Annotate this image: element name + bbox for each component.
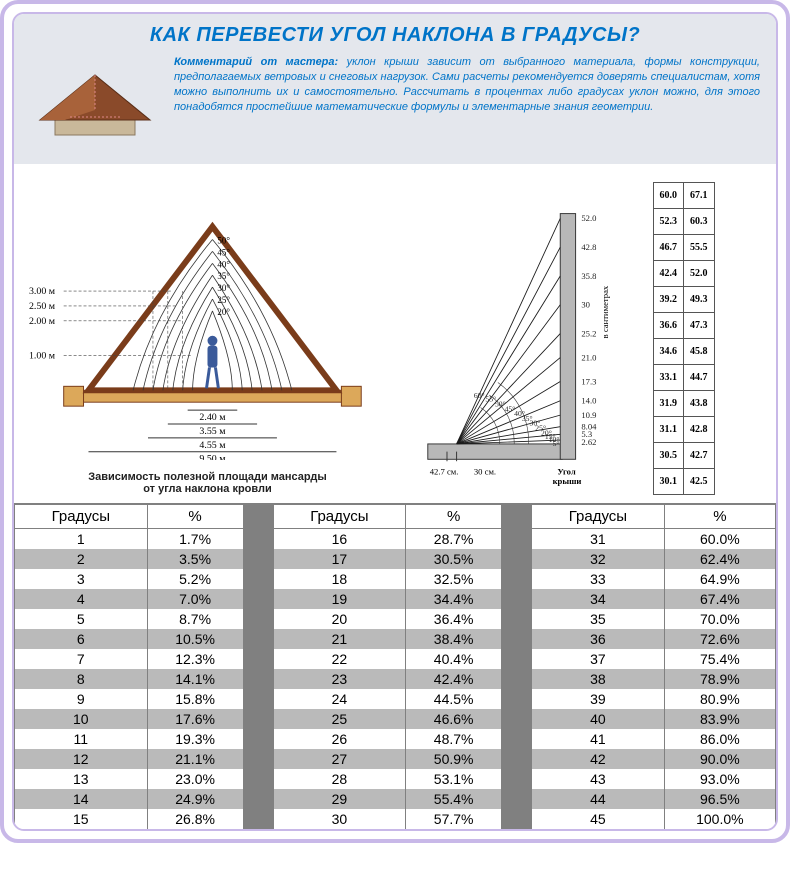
left-diagram: 50° 45° 40° 35° 30° 25° 20° 3.00 м 2.50 … [24,182,391,495]
svg-text:52.0: 52.0 [581,213,596,223]
svg-text:в сантиметрах: в сантиметрах [600,285,610,338]
svg-text:30°: 30° [217,283,230,293]
svg-text:25°: 25° [217,295,230,305]
svg-text:1.00 м: 1.00 м [29,351,56,362]
person-icon [207,336,219,389]
comment-row: Комментарий от мастера: уклон крыши зави… [30,55,760,145]
house-roof-icon [30,55,160,145]
svg-text:3.00 м: 3.00 м [29,286,56,297]
svg-text:10.9: 10.9 [581,410,596,420]
svg-text:25.2: 25.2 [581,328,596,338]
svg-text:40°: 40° [217,259,230,269]
table-row: 1017.6%2546.6%4083.9% [15,709,776,729]
svg-text:30 см.: 30 см. [474,467,496,477]
table-row: 1323.0%2853.1%4393.0% [15,769,776,789]
table-row: 11.7%1628.7%3160.0% [15,528,776,549]
svg-text:2.62: 2.62 [581,437,596,447]
master-comment: Комментарий от мастера: уклон крыши зави… [174,55,760,114]
left-diagram-caption: Зависимость полезной площади мансарды от… [24,471,391,495]
table-row: 915.8%2444.5%3980.9% [15,689,776,709]
svg-text:50°: 50° [217,235,230,245]
table-row: 1221.1%2750.9%4290.0% [15,749,776,769]
svg-text:9.50 м: 9.50 м [199,454,226,460]
svg-text:35°: 35° [217,271,230,281]
svg-text:14.0: 14.0 [581,396,596,406]
infographic-container: КАК ПЕРЕВЕСТИ УГОЛ НАКЛОНА В ГРАДУСЫ? Ко… [12,12,778,831]
right-diagram: 60°55°50° 45°40°35° 30°25°20° 15°10°5° 5… [399,182,766,495]
table-row: 58.7%2036.4%3570.0% [15,609,776,629]
svg-text:4.55 м: 4.55 м [199,440,226,451]
svg-text:17.3: 17.3 [581,376,596,386]
diagrams-row: 50° 45° 40° 35° 30° 25° 20° 3.00 м 2.50 … [14,164,776,503]
table-row: 1526.8%3057.7%45100.0% [15,809,776,829]
svg-text:2.50 м: 2.50 м [29,301,56,312]
svg-text:42.7 см.: 42.7 см. [430,467,459,477]
angle-fan-svg: 60°55°50° 45°40°35° 30°25°20° 15°10°5° 5… [399,182,649,495]
svg-text:2.00 м: 2.00 м [29,316,56,327]
side-conversion-table: 60.067.152.360.346.755.542.452.039.249.3… [653,182,715,495]
table-row: 23.5%1730.5%3262.4% [15,549,776,569]
table-row: 1119.3%2648.7%4186.0% [15,729,776,749]
svg-text:5°: 5° [553,439,560,448]
svg-text:3.55 м: 3.55 м [199,426,226,437]
page-title: КАК ПЕРЕВЕСТИ УГОЛ НАКЛОНА В ГРАДУСЫ? [30,24,760,47]
table-row: 610.5%2138.4%3672.6% [15,629,776,649]
comment-label: Комментарий от мастера: [174,56,338,68]
svg-text:35.8: 35.8 [581,271,596,281]
svg-text:21.0: 21.0 [581,352,596,362]
svg-text:60°: 60° [474,391,485,400]
mansard-diagram-svg: 50° 45° 40° 35° 30° 25° 20° 3.00 м 2.50 … [24,182,391,460]
svg-text:45°: 45° [217,247,230,257]
conversion-table: Градусы%Градусы%Градусы%11.7%1628.7%3160… [14,503,776,829]
table-row: 47.0%1934.4%3467.4% [15,589,776,609]
header-panel: КАК ПЕРЕВЕСТИ УГОЛ НАКЛОНА В ГРАДУСЫ? Ко… [14,14,776,164]
table-row: 35.2%1832.5%3364.9% [15,569,776,589]
table-row: 712.3%2240.4%3775.4% [15,649,776,669]
svg-text:2.40 м: 2.40 м [199,412,226,423]
svg-text:42.8: 42.8 [581,242,596,252]
table-row: 1424.9%2955.4%4496.5% [15,789,776,809]
svg-text:крыши: крыши [553,476,582,486]
svg-text:30: 30 [581,300,590,310]
svg-text:20°: 20° [217,307,230,317]
table-row: 814.1%2342.4%3878.9% [15,669,776,689]
svg-text:Угол: Угол [557,467,576,477]
